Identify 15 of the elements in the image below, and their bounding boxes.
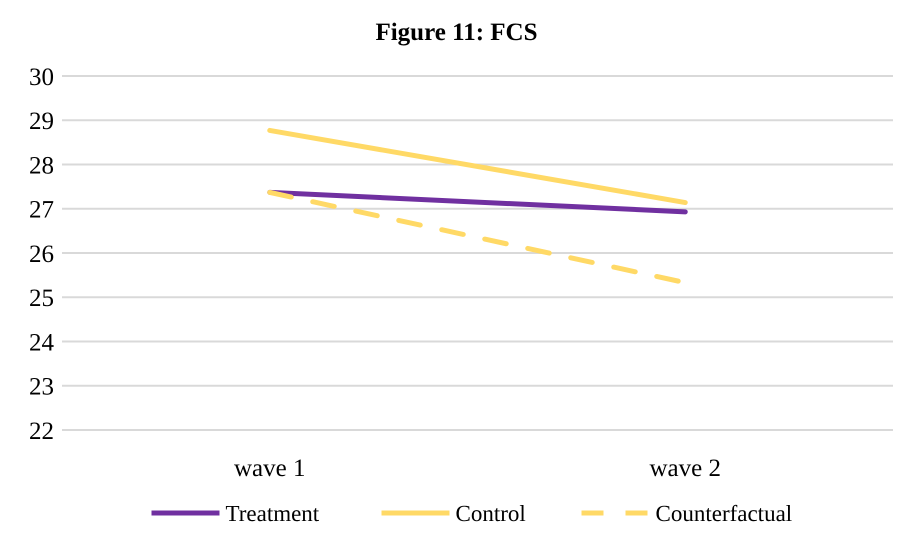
y-tick-label: 29 — [29, 108, 54, 135]
x-tick-label: wave 1 — [234, 455, 306, 482]
chart-title: Figure 11: FCS — [375, 19, 538, 46]
y-tick-label: 23 — [29, 374, 54, 400]
legend-label: Counterfactual — [656, 501, 792, 526]
legend-label: Treatment — [226, 501, 320, 526]
x-tick-label: wave 2 — [650, 455, 721, 482]
y-tick-label: 30 — [29, 64, 54, 91]
y-tick-label: 26 — [29, 240, 54, 268]
legend-label: Control — [456, 501, 526, 526]
y-tick-label: 28 — [29, 152, 54, 180]
y-tick-label: 24 — [29, 329, 54, 356]
y-tick-label: 27 — [29, 196, 54, 224]
y-tick-label: 22 — [29, 418, 54, 445]
y-tick-label: 25 — [29, 285, 54, 312]
